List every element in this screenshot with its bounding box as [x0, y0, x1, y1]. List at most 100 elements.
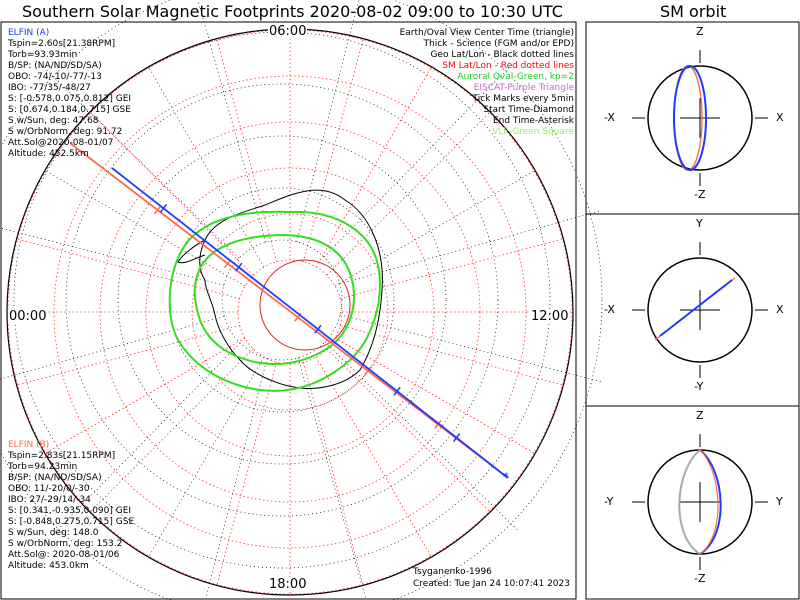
geo-longitude-line [0, 315, 225, 380]
elfin-a-info-line: Att.Sol@2020-08-01/07 [8, 138, 114, 148]
elfin-a-orbit [659, 279, 733, 337]
created-label: Created: Tue Jan 24 10:07:41 2023 [413, 579, 570, 589]
legend-entry: End Time-Asterisk [492, 116, 574, 126]
sm-pole-circle [259, 259, 351, 351]
orbit-far-side [678, 449, 701, 555]
orbit-axis-label: -Y [604, 495, 614, 508]
sm-longitude-line [44, 337, 246, 454]
geo-longitude-line [0, 227, 224, 286]
elfin-b-info: ELFIN (B) Tspin=2.83s[21.15RPM] Torb=94.2… [8, 440, 134, 572]
sm-longitude-line [340, 238, 564, 299]
legend-entry: Auroral Oval-Green, kp=2 [457, 72, 574, 82]
mlt-label-bottom: 18:00 [268, 577, 308, 592]
geo-latitude-circle [13, 31, 551, 569]
elfin-a-info-line: OBO: -74/-10/-77/-13 [8, 72, 102, 82]
elfin-a-tick [314, 324, 322, 334]
sm-longitude-line [216, 38, 277, 262]
legend: Earth/Oval View Center Time (triangle) Th… [400, 28, 574, 138]
elfin-b-info-line: S: [-0.848,0.275,0.715] GSE [8, 517, 135, 527]
elfin-a-name: ELFIN (A) [8, 28, 50, 38]
orbit-axis-label: X [776, 303, 784, 316]
orbit-title: SM orbit [660, 2, 727, 21]
credit-label: Tsyganenko-1996 [413, 567, 492, 577]
orbit-axis-label: Y [776, 495, 783, 508]
sm-longitude-line [315, 66, 432, 268]
sm-latitude-circle [191, 213, 389, 411]
elfin-a-orbit [673, 65, 707, 171]
orbit-axis-label: -Z [694, 188, 706, 201]
orbit-axis-label: Y [696, 217, 703, 230]
sm-longitude-line [334, 170, 536, 287]
sm-longitude-line [334, 337, 536, 454]
sm-longitude-line [148, 356, 265, 558]
geo-longitude-line [51, 342, 241, 537]
legend-entry: EISCAT-Purple Triangle [473, 83, 574, 93]
sm-longitude-line [16, 238, 240, 299]
elfin-a-info-line: S: [-0.578,0.075,0.812] GEI [8, 94, 132, 104]
sm-longitude-line [303, 362, 364, 586]
sm-latitude-circle [99, 121, 481, 503]
elfin-a-tick [159, 203, 168, 213]
geo-longitude-line [205, 358, 268, 600]
elfin-b-info-line: Att.Sol@: 2020-08-01/06 [8, 550, 120, 560]
elfin-a-tick [235, 262, 243, 272]
sm-longitude-line [216, 362, 277, 586]
geo-longitude-line [340, 314, 602, 382]
elfin-b-tick [434, 419, 442, 429]
elfin-b-info-line: S w/Sun, deg: 148.0 [8, 528, 99, 538]
geo-longitude-line [297, 357, 367, 600]
orbit-axis-label: Z [696, 25, 704, 38]
geo-latitude-circle [169, 187, 395, 413]
geo-latitude-circle [117, 135, 447, 465]
earth-circle [647, 65, 753, 171]
elfin-b-tick [364, 366, 372, 376]
elfin-a-info-line: B/SP: (NA/ND/SD/SA) [8, 61, 102, 71]
orbit-axis-label: X [776, 111, 784, 124]
sm-longitude-line [16, 325, 240, 386]
legend-entry: Thick - Science (FGM and/or EPD) [423, 39, 574, 49]
orbit-frame [585, 21, 800, 600]
map-frame [0, 21, 577, 600]
elfin-b-info-line: IBO: 27/-29/14/-34 [8, 495, 91, 505]
geo-latitude-circle [65, 83, 499, 517]
mlt-label-left: 00:00 [8, 309, 48, 324]
legend-entry: Geo Lat/Lon - Black dotted lines [430, 50, 574, 60]
geo-latitude-circle [221, 239, 343, 361]
antarctica-coastline [199, 189, 383, 389]
orbit-axis-label: -X [604, 303, 615, 316]
legend-entry: Earth/Oval View Center Time (triangle) [399, 28, 574, 38]
sm-longitude-line [303, 38, 364, 262]
figure-title: Southern Solar Magnetic Footprints 2020-… [22, 2, 563, 21]
elfin-b-info-line: OBO: 11/-20/0/-30 [8, 484, 90, 494]
mlt-label-top: 06:00 [268, 24, 308, 39]
geo-longitude-line [339, 210, 600, 285]
antarctic-peninsula [177, 239, 206, 264]
legend-entry: Start Time-Diamond [483, 105, 574, 115]
orbit-axis-label: Z [696, 409, 704, 422]
orbit-axis-label: -X [604, 111, 615, 124]
sm-longitude-line [148, 66, 265, 268]
elfin-b-track [69, 142, 509, 479]
earth-circle [647, 257, 753, 363]
geo-longitude-line [296, 0, 359, 242]
elfin-a-tick [452, 433, 461, 443]
elfin-a-info-line: S w/OrbNorm, deg: 91.72 [8, 127, 123, 137]
elfin-a-info-line: IBO: -77/35/-48/27 [8, 83, 91, 93]
sm-longitude-line [315, 356, 432, 558]
legend-entry: Tick Marks every 5min [472, 94, 574, 104]
mlt-label-right: 12:00 [530, 309, 570, 324]
geo-latitude-circle [0, 0, 603, 600]
geo-longitude-line [197, 0, 267, 243]
elfin-a-info-line: Tspin=2.60s[21.38RPM] [8, 39, 116, 49]
elfin-a-info-line: S w/Sun, deg: 47.68 [8, 116, 99, 126]
sm-longitude-line [89, 348, 254, 513]
elfin-a-orbit [699, 449, 722, 555]
legend-entry: VLF-Green Square [492, 127, 574, 137]
elfin-b-info-line: Altitude: 453.0km [8, 561, 89, 571]
sm-longitude-line [44, 170, 246, 287]
geo-longitude-line [324, 341, 519, 531]
elfin-b-name: ELFIN (B) [8, 440, 50, 450]
elfin-a-track [111, 167, 509, 479]
elfin-b-orbit [699, 449, 719, 555]
elfin-b-info-line: S w/OrbNorm, deg: 153.2 [8, 539, 123, 549]
